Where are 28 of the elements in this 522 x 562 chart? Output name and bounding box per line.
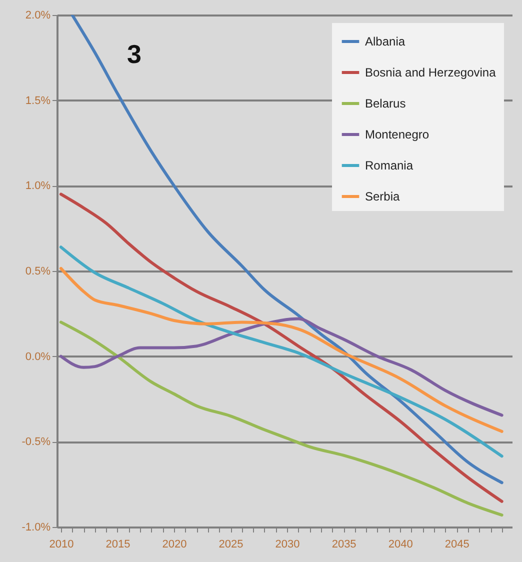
y-tick-label: 1.5% [25, 94, 51, 107]
line-series [70, 15, 504, 484]
y-tick-label: 1.0% [25, 180, 51, 192]
line-series [59, 266, 504, 433]
y-tick-label: -0.5% [22, 436, 51, 448]
line-series [59, 192, 504, 503]
line-series [59, 320, 504, 517]
legend-label: Albania [365, 34, 406, 48]
x-tick-label: 2010 [49, 538, 74, 550]
legend-label: Serbia [365, 190, 400, 204]
annotation: 3 [127, 39, 142, 69]
legend-label: Bosnia and Herzegovina [365, 66, 496, 80]
legend-label: Romania [365, 158, 414, 172]
y-tick-label: 2.0% [25, 10, 51, 22]
x-tick-label: 2015 [106, 538, 130, 550]
x-tick-label: 2045 [444, 538, 470, 550]
x-tick-label: 2030 [275, 538, 300, 550]
y-tick-label: -1.0% [22, 522, 51, 534]
line-series [59, 246, 504, 458]
legend-label: Montenegro [365, 128, 430, 142]
x-tick-label: 2020 [162, 538, 187, 550]
x-tick-label: 2035 [332, 538, 356, 550]
legend-label: Belarus [365, 96, 406, 110]
x-tick-label: 2025 [218, 538, 244, 550]
y-tick-label: 0.5% [25, 266, 51, 278]
line-series [59, 317, 504, 417]
x-tick-label: 2040 [388, 538, 413, 550]
y-tick-label: 0.0% [25, 350, 51, 363]
